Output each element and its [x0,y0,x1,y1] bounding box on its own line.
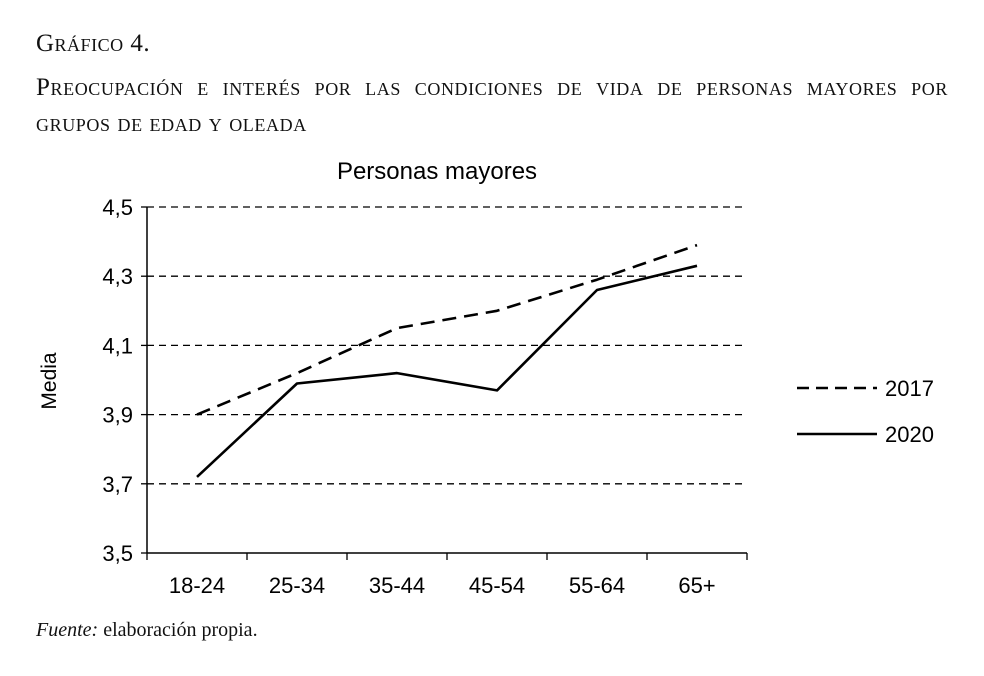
axes: 3,5 3,7 3,9 4,1 4,3 4,5 18-24 25-34 35-44 45-54 55… [102,195,748,598]
y-tick-label: 4,3 [102,264,133,289]
chart-title: Personas mayores [337,158,537,185]
y-tick-label: 3,5 [102,541,133,566]
source-label: Fuente: [36,619,99,641]
y-tick-label: 3,7 [102,472,133,497]
source-text: elaboración propia. [98,619,258,641]
x-tick-label: 35-44 [369,573,425,598]
series-line-2017 [196,243,698,416]
y-axis-label: Media [38,352,61,410]
y-tick-label: 4,1 [102,333,133,358]
figure-title: Preocupación e interés por las condicion… [36,74,948,137]
series-line-2020 [196,264,698,478]
figure-label: Gráfico 4. [36,30,151,57]
x-tick-label: 18-24 [169,573,225,598]
y-tick-label: 3,9 [102,403,133,428]
series-lines [196,243,698,478]
x-tick-label: 45-54 [469,573,525,598]
x-tick-label: 55-64 [569,573,625,598]
x-tick-label: 65+ [678,573,715,598]
x-tick-label: 25-34 [269,573,325,598]
gridlines [147,206,747,485]
legend-label-2017: 2017 [885,376,934,401]
legend-label-2020: 2020 [885,422,934,447]
figure-source: Fuente: elaboración propia. [36,619,258,642]
y-tick-label: 4,5 [102,195,133,220]
legend: 2017 2020 [797,376,934,447]
